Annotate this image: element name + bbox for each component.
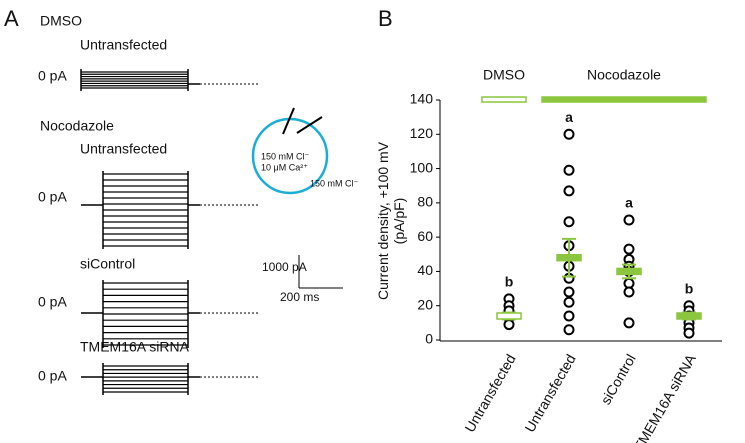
mean-bar [676, 312, 702, 320]
group-bar [541, 96, 707, 103]
x-tick-label: Untransfected [521, 351, 578, 434]
trace-label: Untransfected [80, 141, 167, 157]
inset-label: 10 μM Ca²⁺ [261, 162, 308, 172]
y-tick-label: 120 [410, 125, 434, 141]
x-tick-label: Untransfected [461, 351, 518, 434]
data-point [563, 296, 575, 308]
group-label: Nocodazole [587, 67, 661, 83]
trace-label: TMEM16A siRNA [80, 339, 190, 355]
data-point [563, 286, 575, 298]
data-point [563, 324, 575, 336]
significance-letter: b [505, 274, 514, 290]
x-tick-label: TMEM16A siRNA [630, 351, 699, 443]
zero-label: 0 pA [38, 189, 67, 205]
y-tick-label: 140 [410, 91, 434, 107]
zero-label: 0 pA [38, 368, 67, 384]
data-point [623, 214, 635, 226]
significance-letter: a [565, 109, 573, 125]
panel-label: B [378, 6, 393, 31]
significance-letter: b [685, 280, 694, 296]
traces [80, 69, 260, 395]
mean-bar [556, 253, 582, 262]
condition-label: Nocodazole [40, 118, 114, 134]
y-tick-label: 60 [417, 228, 433, 244]
zero-label: 0 pA [38, 68, 67, 84]
data-point [623, 317, 635, 329]
y-tick-label: 40 [417, 262, 433, 278]
pipette [296, 116, 323, 134]
condition-label: DMSO [40, 13, 82, 29]
zero-label: 0 pA [38, 294, 67, 310]
pipette [282, 107, 295, 135]
scale-label: 1000 pA [262, 260, 307, 274]
mean-bar [496, 312, 522, 320]
y-tick-label: 80 [417, 194, 433, 210]
mean-bar [616, 267, 642, 276]
y-tick-label: 20 [417, 296, 433, 312]
inset-label: 150 mM Cl⁻ [310, 178, 359, 188]
y-tick-label: 100 [410, 159, 434, 175]
significance-letter: a [625, 195, 633, 211]
data-point [623, 286, 635, 298]
x-tick-label: siControl [597, 351, 638, 407]
chart: B 0 20 40 60 80 100 120 140 Current density, +100… [375, 6, 722, 443]
y-axis-label: Current density, +100 mV(pA/pF) [375, 141, 407, 300]
group-label: DMSO [483, 67, 525, 83]
data-point [503, 319, 515, 331]
data-point [563, 310, 575, 322]
trace-label: siControl [80, 256, 135, 272]
group-bar [481, 96, 527, 103]
data-point [563, 185, 575, 197]
scale-label: 200 ms [280, 290, 319, 304]
data-point [563, 164, 575, 176]
y-tick-label: 0 [425, 331, 433, 347]
data-point [683, 327, 695, 339]
trace-label: Untransfected [80, 37, 167, 53]
data-point [623, 243, 635, 255]
data-point [563, 216, 575, 228]
data-point [563, 128, 575, 140]
inset-label: 150 mM Cl⁻ [261, 151, 310, 161]
panel-label: A [4, 6, 19, 31]
